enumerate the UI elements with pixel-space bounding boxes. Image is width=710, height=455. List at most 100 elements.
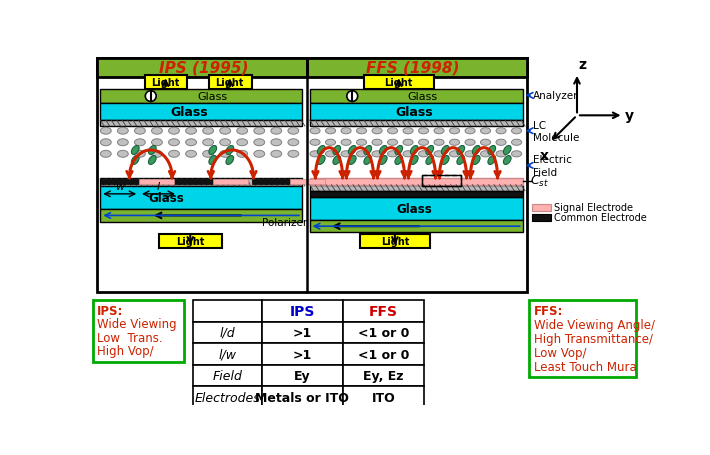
Bar bbox=[193, 365, 261, 386]
Ellipse shape bbox=[511, 152, 522, 157]
Ellipse shape bbox=[395, 146, 403, 155]
Ellipse shape bbox=[395, 156, 403, 165]
Ellipse shape bbox=[288, 140, 299, 147]
Ellipse shape bbox=[511, 140, 522, 146]
Bar bbox=[213, 180, 248, 184]
Ellipse shape bbox=[465, 152, 475, 157]
Ellipse shape bbox=[333, 146, 341, 155]
Ellipse shape bbox=[148, 156, 156, 165]
Ellipse shape bbox=[288, 151, 299, 158]
Text: Metals or ITO: Metals or ITO bbox=[256, 391, 349, 404]
Text: LC
Molecule: LC Molecule bbox=[532, 120, 579, 142]
Text: Light: Light bbox=[385, 78, 413, 88]
Text: Light: Light bbox=[151, 78, 180, 88]
Text: Electric
Field: Electric Field bbox=[532, 155, 572, 177]
Ellipse shape bbox=[472, 146, 480, 155]
Ellipse shape bbox=[117, 128, 129, 135]
Ellipse shape bbox=[310, 128, 320, 135]
Ellipse shape bbox=[202, 140, 214, 147]
Ellipse shape bbox=[481, 128, 491, 135]
Bar bbox=[100, 187, 302, 210]
Bar bbox=[360, 234, 430, 248]
Ellipse shape bbox=[341, 140, 351, 146]
Text: Light: Light bbox=[176, 236, 204, 246]
Ellipse shape bbox=[134, 151, 146, 158]
Text: Electrodes: Electrodes bbox=[195, 391, 261, 404]
Ellipse shape bbox=[151, 151, 163, 158]
Text: IPS: IPS bbox=[290, 304, 315, 318]
Bar bbox=[290, 180, 325, 184]
Ellipse shape bbox=[185, 140, 197, 147]
Circle shape bbox=[146, 91, 156, 102]
Ellipse shape bbox=[236, 140, 248, 147]
Text: w: w bbox=[115, 182, 124, 192]
Ellipse shape bbox=[503, 156, 511, 165]
Ellipse shape bbox=[209, 146, 217, 155]
Ellipse shape bbox=[100, 128, 111, 135]
Bar bbox=[261, 365, 343, 386]
Ellipse shape bbox=[449, 128, 459, 135]
Ellipse shape bbox=[364, 146, 371, 155]
Ellipse shape bbox=[418, 152, 429, 157]
Ellipse shape bbox=[442, 156, 449, 165]
Ellipse shape bbox=[202, 151, 214, 158]
Ellipse shape bbox=[271, 128, 282, 135]
Bar bbox=[100, 90, 302, 104]
Ellipse shape bbox=[434, 128, 444, 135]
Ellipse shape bbox=[488, 156, 496, 165]
Text: Polarizer: Polarizer bbox=[262, 217, 307, 227]
Bar bbox=[193, 344, 261, 365]
Bar bbox=[310, 192, 523, 197]
Ellipse shape bbox=[236, 128, 248, 135]
Ellipse shape bbox=[349, 146, 356, 155]
Ellipse shape bbox=[356, 152, 366, 157]
Ellipse shape bbox=[325, 128, 336, 135]
Ellipse shape bbox=[254, 128, 265, 135]
Ellipse shape bbox=[388, 128, 398, 135]
Text: <1 or 0: <1 or 0 bbox=[358, 326, 410, 339]
Bar bbox=[532, 204, 552, 211]
Text: Analyzer: Analyzer bbox=[532, 91, 579, 101]
Ellipse shape bbox=[496, 152, 506, 157]
Ellipse shape bbox=[288, 128, 299, 135]
Bar bbox=[261, 300, 343, 322]
Ellipse shape bbox=[151, 128, 163, 135]
Text: Glass: Glass bbox=[170, 106, 208, 119]
Bar bbox=[158, 234, 222, 248]
Text: Low Vop/: Low Vop/ bbox=[534, 346, 586, 359]
Bar bbox=[193, 386, 261, 408]
Ellipse shape bbox=[434, 140, 444, 146]
Ellipse shape bbox=[168, 128, 180, 135]
Text: <1 or 0: <1 or 0 bbox=[358, 348, 410, 361]
Ellipse shape bbox=[426, 146, 434, 155]
Ellipse shape bbox=[472, 156, 480, 165]
Ellipse shape bbox=[481, 140, 491, 146]
Bar bbox=[364, 76, 434, 90]
Bar bbox=[343, 300, 425, 322]
Bar bbox=[97, 58, 527, 293]
Ellipse shape bbox=[388, 152, 398, 157]
Ellipse shape bbox=[465, 128, 475, 135]
Text: >1: >1 bbox=[293, 348, 312, 361]
Ellipse shape bbox=[317, 146, 325, 155]
Ellipse shape bbox=[481, 152, 491, 157]
Ellipse shape bbox=[379, 156, 387, 165]
Text: x: x bbox=[540, 148, 549, 162]
Bar bbox=[145, 76, 187, 90]
Ellipse shape bbox=[364, 156, 371, 165]
Ellipse shape bbox=[226, 146, 234, 155]
Ellipse shape bbox=[325, 140, 336, 146]
Text: Light: Light bbox=[216, 78, 244, 88]
Bar bbox=[343, 365, 425, 386]
Bar bbox=[193, 300, 261, 322]
Bar bbox=[310, 179, 523, 185]
Text: ITO: ITO bbox=[372, 391, 395, 404]
Ellipse shape bbox=[209, 156, 217, 165]
Text: Glass: Glass bbox=[197, 92, 228, 102]
Text: FFS (1998): FFS (1998) bbox=[366, 61, 459, 76]
Ellipse shape bbox=[418, 140, 429, 146]
Text: $C_{st}$: $C_{st}$ bbox=[530, 174, 550, 189]
Ellipse shape bbox=[503, 146, 511, 155]
Ellipse shape bbox=[349, 156, 356, 165]
Ellipse shape bbox=[254, 151, 265, 158]
